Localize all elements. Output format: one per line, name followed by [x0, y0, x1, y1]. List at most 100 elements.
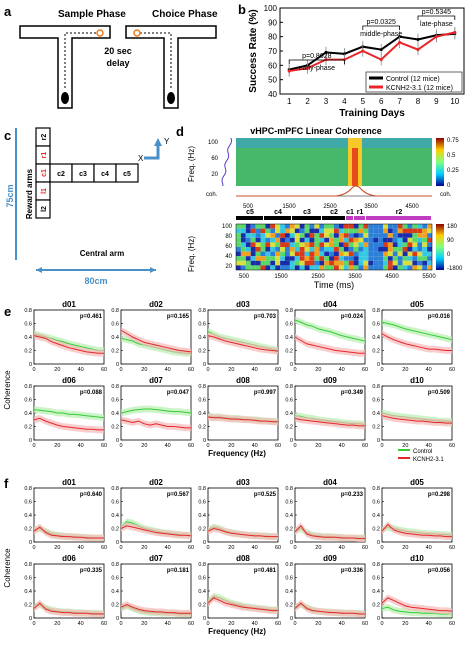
x-tick-label: 60: [188, 621, 194, 627]
y-tick-label: 0: [377, 362, 380, 368]
y-tick-label: 0.6: [111, 322, 119, 328]
y-tick-label: 0: [203, 362, 206, 368]
coh-label-right: coh.: [440, 192, 452, 198]
bottom-x-ticks: 500 1500 2500 3500 4500 5500: [239, 274, 436, 280]
subplot-title: d07: [149, 554, 163, 563]
x-tick-label: 40: [252, 367, 258, 373]
axis-x-label: X: [138, 154, 144, 163]
x-tick-label: 40: [339, 443, 345, 449]
x-tick-label: 1: [287, 97, 292, 106]
y-tick-label: 0.2: [111, 527, 119, 533]
colorbar-tick: 180: [447, 224, 458, 230]
bottom-y-ticks: 100 80 60 40 20: [222, 224, 233, 270]
top-y-ticks: 100 60 20: [208, 140, 219, 178]
coherence-subplot-d03: d03 p=0.525 0 0.2 0.4 0.6 0.8 0 20 40 60: [198, 478, 281, 551]
y-tick-label: 0: [203, 540, 206, 546]
x-tick-label: 20: [141, 367, 147, 373]
panel-label-a: a: [4, 4, 12, 19]
x-tick-label: 5: [361, 97, 366, 106]
x-tick-label: 0: [119, 545, 122, 551]
segment-bar-r2: [366, 216, 431, 220]
kcnh-line: [294, 525, 365, 540]
coherence-subplot-d09: d09 p=0.336 0 0.2 0.4 0.6 0.8 0 20 40 60: [285, 554, 368, 627]
x-tick-label: 40: [252, 621, 258, 627]
data-point: [398, 40, 402, 44]
control-line: [381, 606, 452, 615]
x-tick-label: 8: [416, 97, 421, 106]
y-tick-label: 0.8: [372, 562, 380, 568]
segment-label-c4: c4: [274, 209, 282, 216]
colorbar-tick: -1800: [447, 266, 463, 272]
segment-label-c2: c2: [330, 209, 338, 216]
coherence-grid-f: d01 p=0.640 0 0.2 0.4 0.6 0.8 0 20 40 60 d02 p=0.567…: [3, 478, 455, 636]
y-tick-label: 40: [268, 90, 277, 99]
y-tick-label: 0: [116, 540, 119, 546]
y-tick-label: 0.2: [372, 349, 380, 355]
x-tick-label: 0: [206, 621, 209, 627]
x-tick-label: 20: [402, 621, 408, 627]
subplot-title: d09: [323, 376, 337, 385]
x-tick-label: 40: [78, 443, 84, 449]
maze-cell-label-c5: c5: [123, 171, 131, 178]
panel-a-maze-diagram: Sample Phase Choice Phase 20 sec delay: [19, 9, 218, 109]
annotation-phase: late-phase: [420, 21, 453, 28]
sample-path: [64, 32, 98, 88]
data-point: [361, 49, 365, 53]
data-point: [434, 35, 438, 39]
x-tick-label: 60: [449, 545, 455, 551]
segment-label-r1: r1: [357, 209, 364, 216]
maze-cell-label-c3: c3: [79, 171, 87, 178]
x-tick-label: 0: [119, 367, 122, 373]
y-tick-label: 0.4: [285, 411, 293, 417]
y-tick-label: 0.6: [198, 322, 206, 328]
y-tick-label: 0: [29, 438, 32, 444]
segment-bar-c3: [292, 216, 321, 220]
sample-phase-label: Sample Phase: [58, 9, 126, 20]
y-tick-label: 0.2: [372, 425, 380, 431]
x-tick-label: 20: [228, 443, 234, 449]
y-tick-label: 0.6: [24, 398, 32, 404]
x-axis-label: Training Days: [339, 108, 405, 119]
top-x-tick: 4500: [405, 204, 419, 210]
x-tick-label: 20: [315, 367, 321, 373]
y-tick-label: 0.4: [198, 513, 206, 519]
kcnh-band: [34, 523, 104, 542]
y-tick-label: 100: [264, 4, 278, 13]
data-point: [416, 48, 420, 52]
top-y-tick: 100: [208, 140, 219, 146]
subplot-title: d03: [236, 478, 250, 487]
x-tick-label: 60: [275, 621, 281, 627]
x-tick-label: 3: [324, 97, 329, 106]
y-tick-label: 0.2: [198, 527, 206, 533]
coherence-maps: vHPC-mPFC Linear Coherence Freq. (Hz) Fr…: [187, 126, 463, 290]
y-tick-label: 0.4: [24, 589, 32, 595]
dim-arrow-right-icon: [150, 267, 156, 273]
legend-label: Control: [413, 449, 432, 455]
y-tick-label: 0: [116, 438, 119, 444]
y-tick-label: 0: [29, 362, 32, 368]
y-tick-label: 0.2: [285, 425, 293, 431]
y-tick-label: 0.4: [111, 513, 119, 519]
x-tick-label: 60: [188, 367, 194, 373]
kcnh-band: [121, 522, 191, 540]
annotation-pvalue: p=0.5345: [422, 9, 451, 16]
bottom-y-tick: 20: [225, 264, 232, 270]
maze-cell-label-c1: c1: [41, 169, 48, 177]
x-tick-label: 60: [275, 443, 281, 449]
x-tick-label: 40: [78, 545, 84, 551]
x-tick-label: 40: [78, 621, 84, 627]
series-line-0: [288, 32, 455, 71]
coherence-subplot-d04: d04 p=0.233 0 0.2 0.4 0.6 0.8 0 20 40 60: [285, 478, 368, 551]
y-tick-label: 0.4: [24, 335, 32, 341]
annotation-bracket: [362, 25, 400, 30]
legend-box: [365, 71, 463, 93]
subplot-title: d01: [62, 300, 76, 309]
kcnh-line: [207, 527, 278, 538]
x-tick-label: 0: [380, 367, 383, 373]
subplot-pvalue: p=0.481: [254, 568, 277, 574]
subplot-title: d04: [323, 300, 337, 309]
y-tick-label: 0: [203, 616, 206, 622]
x-tick-label: 60: [275, 545, 281, 551]
x-tick-label: 60: [449, 621, 455, 627]
data-point: [416, 38, 420, 42]
